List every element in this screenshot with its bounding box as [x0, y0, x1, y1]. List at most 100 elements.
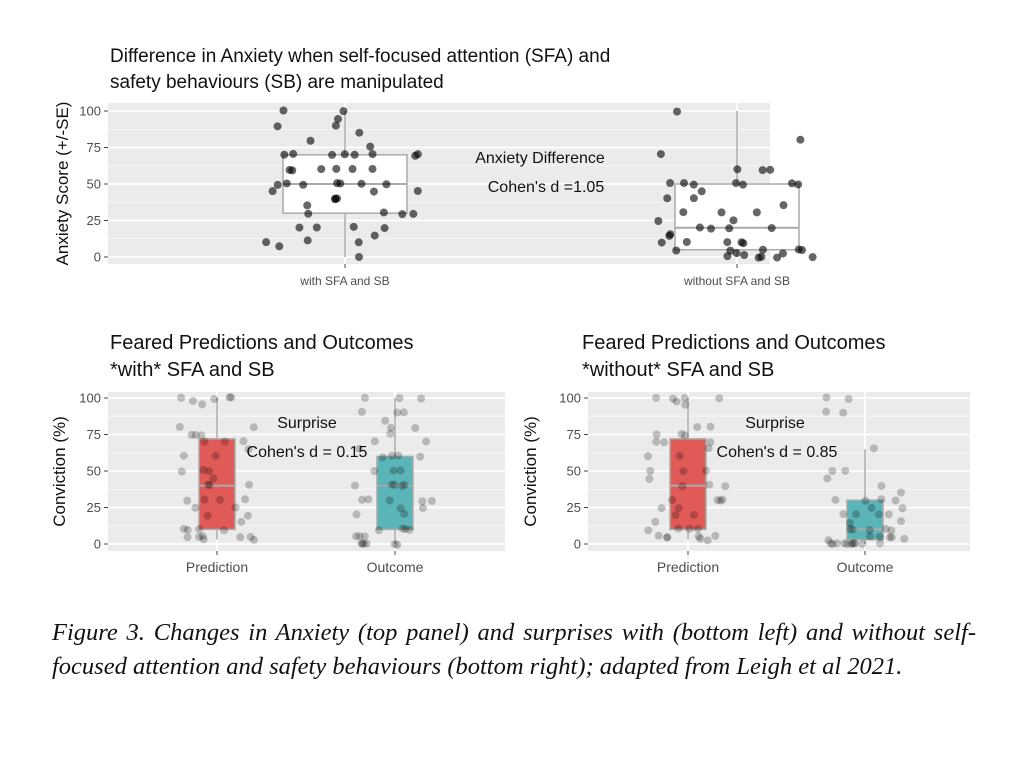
panel0-data-point: [732, 249, 741, 258]
panel1-data-point: [357, 407, 366, 416]
panel1-data-point: [183, 525, 192, 534]
panel2-data-point: [651, 517, 660, 526]
panel1-data-point: [198, 400, 207, 409]
panel0-data-point: [289, 149, 298, 158]
panel0-data-point: [279, 106, 288, 115]
panel0-data-point: [354, 252, 363, 261]
panel2-data-point: [822, 407, 831, 416]
panel1-y-tick-label: 25: [87, 500, 101, 515]
panel2-data-point: [706, 422, 715, 431]
panel1-data-point: [370, 437, 379, 446]
panel1-data-point: [203, 511, 212, 520]
panel1-data-point: [397, 481, 406, 490]
panel2-data-point: [867, 504, 876, 513]
panel2-data-point: [824, 536, 833, 545]
panel1-data-point: [249, 535, 258, 544]
panel0-data-point: [339, 107, 348, 116]
panel2-data-point: [849, 539, 858, 548]
panel2-data-point: [900, 534, 909, 543]
panel2-data-point: [881, 524, 890, 533]
panel1-data-point: [220, 526, 229, 535]
panel1-data-point: [177, 393, 186, 402]
panel1-y-tick-label: 0: [94, 537, 101, 552]
panel2-data-point: [645, 474, 654, 483]
panel2-data-point: [843, 539, 852, 548]
panel0-data-point: [725, 224, 734, 233]
panel2-data-point: [715, 394, 724, 403]
panel0-data-point: [331, 121, 340, 130]
panel0-data-point: [317, 165, 326, 174]
panel0-data-point: [758, 245, 767, 254]
panel0-data-point: [357, 179, 366, 188]
panel0-data-point: [723, 252, 732, 261]
panel0-data-point: [413, 186, 422, 195]
panel0-data-point: [656, 150, 665, 159]
panel1-data-point: [195, 525, 204, 534]
panel1-data-point: [393, 540, 402, 549]
panel1-data-point: [195, 532, 204, 541]
panel1-data-point: [241, 495, 250, 504]
panel1-data-point: [374, 526, 383, 535]
panel2-data-point: [660, 438, 669, 447]
panel2-data-point: [679, 467, 688, 476]
panel1-data-point: [183, 533, 192, 542]
panel0-data-point: [729, 216, 738, 225]
panel1-data-point: [393, 408, 402, 417]
panel2-data-point: [822, 393, 831, 402]
panel2-data-point: [846, 525, 855, 534]
panel2-box-1: [846, 499, 884, 541]
panel2-y-tick-label: 75: [567, 427, 581, 442]
panel2-data-point: [845, 518, 854, 527]
panel2-x-tick-label: Outcome: [837, 559, 894, 575]
panel1-data-point: [357, 539, 366, 548]
panel1-data-point: [381, 416, 390, 425]
panel0-data-point: [285, 165, 294, 174]
panel2-data-point: [896, 488, 905, 497]
panel0-data-point: [382, 180, 391, 189]
panel1-data-point: [187, 430, 196, 439]
panel0-data-point: [794, 245, 803, 254]
panel1-data-point: [405, 525, 414, 534]
panel1-data-point: [386, 423, 395, 432]
panel0-title-line: safety behaviours (SB) are manipulated: [110, 72, 444, 93]
panel2-data-point: [898, 504, 907, 513]
panel1-data-point: [418, 497, 427, 506]
panel0-data-point: [268, 187, 277, 196]
panel1-data-point: [179, 451, 188, 460]
panel1-data-point: [239, 437, 248, 446]
panel2-data-point: [706, 438, 715, 447]
panel1-data-point: [352, 532, 361, 541]
panel2-data-point: [828, 540, 837, 549]
panel0-data-point: [409, 209, 418, 218]
panel1-annotation: Surprise: [277, 415, 337, 432]
panel2-data-point: [865, 526, 874, 535]
panel2-data-point: [841, 466, 850, 475]
panel2-data-point: [668, 495, 677, 504]
panel2-y-tick-label: 0: [574, 537, 581, 552]
panel2-data-point: [848, 539, 857, 548]
panel0-y-tick-label: 75: [87, 140, 101, 155]
panel1-data-point: [237, 517, 246, 526]
panel2-data-point: [718, 495, 727, 504]
panel1-annotation: Cohen's d = 0.15: [247, 444, 368, 461]
panel0-data-point: [752, 208, 761, 217]
panel0-data-point: [370, 231, 379, 240]
panel2-data-point: [869, 444, 878, 453]
panel0-data-point: [679, 208, 688, 217]
panel0-data-point: [332, 164, 341, 173]
panel2-data-point: [701, 466, 710, 475]
panel1-data-point: [243, 511, 252, 520]
panel1-data-point: [204, 480, 213, 489]
panel0-data-point: [333, 194, 342, 203]
panel1-data-point: [351, 481, 360, 490]
panel2-data-point: [652, 430, 661, 439]
panel0-data-point: [779, 201, 788, 210]
panel2-data-point: [840, 539, 849, 548]
panel0-data-point: [682, 238, 691, 247]
panel2-data-point: [668, 394, 677, 403]
panel1-data-point: [215, 495, 224, 504]
panel1-data-point: [355, 444, 364, 453]
panel1-data-point: [352, 510, 361, 519]
panel1-data-point: [378, 453, 387, 462]
